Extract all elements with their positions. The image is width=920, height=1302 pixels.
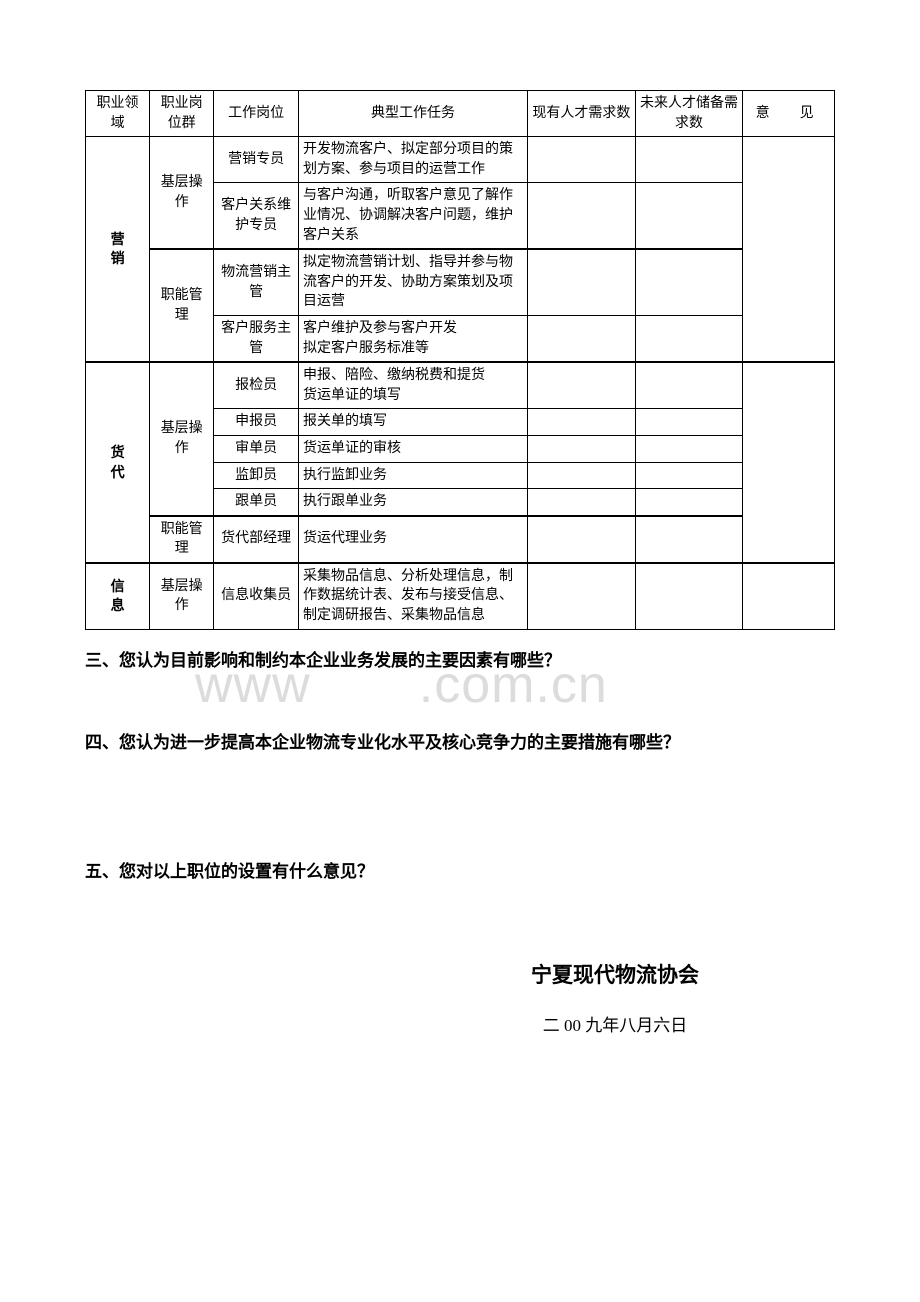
opinion-cell (743, 563, 835, 629)
position-cell: 申报员 (214, 409, 299, 436)
future-cell (635, 489, 743, 516)
signature-date: 二 00 九年八月六日 (395, 1011, 835, 1036)
signature-org: 宁夏现代物流协会 (395, 959, 835, 989)
question-4: 四、您认为进一步提高本企业物流专业化水平及核心竞争力的主要措施有哪些？ (85, 726, 835, 760)
header-group: 职业岗位群 (150, 91, 214, 137)
position-cell: 跟单员 (214, 489, 299, 516)
group-cell: 基层操作 (150, 137, 214, 249)
group-cell: 基层操作 (150, 362, 214, 516)
header-position: 工作岗位 (214, 91, 299, 137)
future-cell (635, 137, 743, 183)
signature-block: 宁夏现代物流协会 二 00 九年八月六日 (85, 959, 835, 1036)
current-cell (528, 489, 636, 516)
group-cell: 职能管理 (150, 516, 214, 563)
future-cell (635, 563, 743, 629)
header-current: 现有人才需求数 (528, 91, 636, 137)
future-cell (635, 362, 743, 409)
current-cell (528, 563, 636, 629)
position-cell: 客户关系维护专员 (214, 183, 299, 249)
current-cell (528, 249, 636, 315)
current-cell (528, 362, 636, 409)
table-body: 营 销基层操作营销专员开发物流客户、拟定部分项目的策划方案、参与项目的运营工作客… (86, 137, 835, 629)
position-cell: 报检员 (214, 362, 299, 409)
current-cell (528, 137, 636, 183)
table-row: 信 息基层操作信息收集员采集物品信息、分析处理信息，制作数据统计表、发布与接受信… (86, 563, 835, 629)
task-cell: 执行跟单业务 (298, 489, 527, 516)
header-task: 典型工作任务 (298, 91, 527, 137)
current-cell (528, 409, 636, 436)
group-cell: 职能管理 (150, 249, 214, 362)
table-row: 货 代基层操作报检员申报、陪险、缴纳税费和提货 货运单证的填写 (86, 362, 835, 409)
header-domain: 职业领域 (86, 91, 150, 137)
task-cell: 与客户沟通，听取客户意见了解作业情况、协调解决客户问题，维护客户关系 (298, 183, 527, 249)
position-cell: 物流营销主管 (214, 249, 299, 315)
table-row: 职能管理货代部经理货运代理业务 (86, 516, 835, 563)
domain-cell: 信 息 (86, 563, 150, 629)
task-cell: 货运代理业务 (298, 516, 527, 563)
position-cell: 营销专员 (214, 137, 299, 183)
table-row: 营 销基层操作营销专员开发物流客户、拟定部分项目的策划方案、参与项目的运营工作 (86, 137, 835, 183)
position-cell: 信息收集员 (214, 563, 299, 629)
task-cell: 执行监卸业务 (298, 462, 527, 489)
current-cell (528, 435, 636, 462)
group-cell: 基层操作 (150, 563, 214, 629)
question-3: 三、您认为目前影响和制约本企业业务发展的主要因素有哪些？ (85, 644, 835, 678)
future-cell (635, 409, 743, 436)
task-cell: 货运单证的审核 (298, 435, 527, 462)
future-cell (635, 462, 743, 489)
current-cell (528, 462, 636, 489)
task-cell: 拟定物流营销计划、指导并参与物流客户的开发、协助方案策划及项目运营 (298, 249, 527, 315)
future-cell (635, 516, 743, 563)
task-cell: 开发物流客户、拟定部分项目的策划方案、参与项目的运营工作 (298, 137, 527, 183)
table-row: 职能管理物流营销主管拟定物流营销计划、指导并参与物流客户的开发、协助方案策划及项… (86, 249, 835, 315)
question-5: 五、您对以上职位的设置有什么意见？ (85, 855, 835, 889)
future-cell (635, 435, 743, 462)
job-table: 职业领域 职业岗位群 工作岗位 典型工作任务 现有人才需求数 未来人才储备需求数… (85, 90, 835, 630)
header-future: 未来人才储备需求数 (635, 91, 743, 137)
domain-cell: 货 代 (86, 362, 150, 563)
position-cell: 监卸员 (214, 462, 299, 489)
position-cell: 客户服务主管 (214, 315, 299, 362)
future-cell (635, 183, 743, 249)
opinion-cell (743, 362, 835, 563)
table-header-row: 职业领域 职业岗位群 工作岗位 典型工作任务 现有人才需求数 未来人才储备需求数… (86, 91, 835, 137)
current-cell (528, 315, 636, 362)
future-cell (635, 315, 743, 362)
content-layer: 职业领域 职业岗位群 工作岗位 典型工作任务 现有人才需求数 未来人才储备需求数… (85, 90, 835, 1036)
task-cell: 申报、陪险、缴纳税费和提货 货运单证的填写 (298, 362, 527, 409)
future-cell (635, 249, 743, 315)
task-cell: 报关单的填写 (298, 409, 527, 436)
domain-cell: 营 销 (86, 137, 150, 362)
task-cell: 采集物品信息、分析处理信息，制作数据统计表、发布与接受信息、制定调研报告、采集物… (298, 563, 527, 629)
header-opinion: 意 见 (743, 91, 835, 137)
position-cell: 审单员 (214, 435, 299, 462)
task-cell: 客户维护及参与客户开发 拟定客户服务标准等 (298, 315, 527, 362)
current-cell (528, 516, 636, 563)
current-cell (528, 183, 636, 249)
position-cell: 货代部经理 (214, 516, 299, 563)
opinion-cell (743, 137, 835, 362)
